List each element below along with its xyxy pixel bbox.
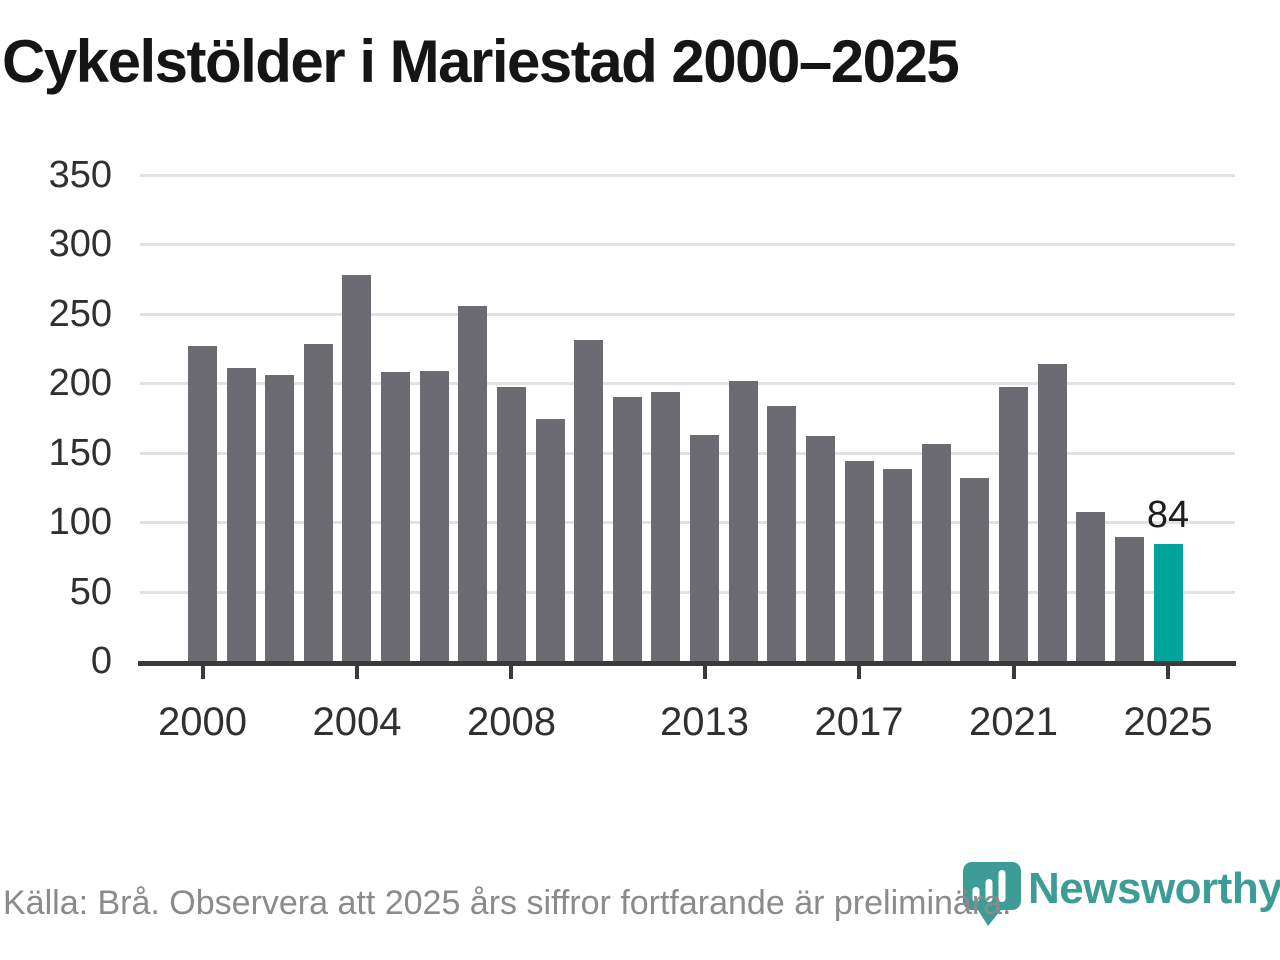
y-axis-label-150: 150 — [48, 431, 112, 474]
bar-2023 — [1076, 512, 1106, 661]
y-axis-label-300: 300 — [48, 223, 112, 266]
x-axis-label-2000: 2000 — [158, 700, 247, 744]
x-axis-label-2017: 2017 — [814, 700, 904, 744]
bar-2025 — [1153, 544, 1183, 661]
bar-2010 — [574, 340, 604, 661]
x-axis-line — [138, 661, 1236, 666]
gridline-100 — [140, 521, 1235, 525]
bar-2008 — [496, 387, 526, 661]
gridline-350 — [140, 174, 1235, 177]
y-axis-label-100: 100 — [48, 501, 112, 544]
source-note: Källa: Brå. Observera att 2025 års siffr… — [3, 884, 1012, 922]
x-axis-label-2025: 2025 — [1123, 700, 1213, 744]
bar-2000 — [188, 345, 217, 661]
y-axis-label-250: 250 — [48, 292, 112, 335]
gridline-250 — [140, 312, 1235, 316]
bar-2018 — [883, 469, 913, 661]
bar-2001 — [226, 368, 256, 661]
bar-2019 — [921, 444, 951, 661]
y-axis-label-200: 200 — [48, 362, 112, 405]
bar-2007 — [458, 305, 488, 661]
newsworthy-logo-icon — [963, 862, 1021, 926]
gridline-50 — [140, 590, 1235, 594]
bar-value-label-2025: 84 — [1146, 494, 1190, 537]
x-axis-tick-2008 — [509, 661, 514, 679]
y-axis-label-350: 350 — [48, 154, 112, 196]
gridline-150 — [140, 451, 1235, 455]
bar-2002 — [265, 374, 295, 661]
bar-2005 — [381, 372, 411, 661]
x-axis-label-2004: 2004 — [312, 700, 402, 744]
bar-2013 — [690, 434, 720, 661]
x-axis-label-2013: 2013 — [660, 700, 750, 744]
x-axis-tick-2021 — [1011, 661, 1016, 679]
x-axis-tick-2025 — [1166, 661, 1170, 679]
bar-2014 — [728, 380, 758, 661]
chart-title: Cykelstölder i Mariestad 2000–2025 — [2, 28, 960, 95]
bar-2015 — [767, 405, 797, 661]
gridline-300 — [140, 243, 1235, 247]
x-axis-tick-2013 — [702, 661, 707, 679]
x-axis-tick-2004 — [354, 661, 359, 679]
bar-2006 — [419, 370, 449, 661]
bar-2003 — [303, 344, 333, 661]
bar-2016 — [805, 436, 835, 661]
bar-2021 — [999, 387, 1029, 661]
bar-2009 — [535, 419, 565, 661]
x-axis-tick-2000 — [200, 661, 205, 679]
bar-2011 — [612, 397, 642, 661]
bar-2017 — [844, 461, 874, 661]
bar-2004 — [342, 274, 372, 661]
bar-2022 — [1037, 363, 1067, 661]
newsworthy-logo-text: Newsworthy — [1028, 864, 1280, 913]
y-axis-label-0: 0 — [90, 640, 112, 682]
x-axis-label-2021: 2021 — [969, 700, 1058, 744]
bar-2024 — [1114, 537, 1144, 661]
y-axis-label-50: 50 — [69, 570, 112, 613]
gridline-200 — [140, 382, 1235, 386]
x-axis-tick-2017 — [857, 661, 862, 679]
x-axis-label-2008: 2008 — [466, 700, 556, 744]
bar-2020 — [960, 477, 990, 661]
bar-2012 — [651, 391, 681, 661]
